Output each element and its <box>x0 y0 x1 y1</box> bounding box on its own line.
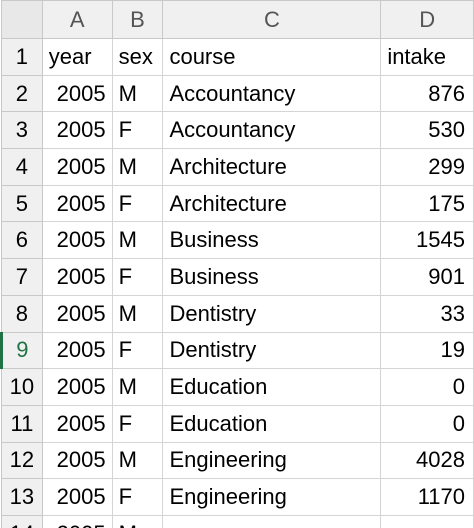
cell-year[interactable]: 2005 <box>41 111 113 150</box>
row-header[interactable]: 10 <box>1 368 43 406</box>
cell-intake[interactable]: 175 <box>380 184 474 223</box>
cell-intake[interactable]: 0 <box>380 368 474 406</box>
cell-course[interactable]: Business <box>162 258 382 296</box>
cell-sex[interactable]: M <box>111 74 164 113</box>
cell-intake[interactable]: 19 <box>380 331 474 370</box>
table-row: 4 2005 M Architecture 299 <box>1 148 474 186</box>
cell-sex[interactable]: F <box>111 258 164 296</box>
table-row: 6 2005 M Business 1545 <box>1 221 474 260</box>
cell-year[interactable]: 2005 <box>41 148 113 186</box>
table-row: 9 2005 F Dentistry 19 <box>0 331 474 370</box>
cell-intake[interactable]: 4028 <box>380 441 474 480</box>
cell-year[interactable]: 2005 <box>41 514 113 528</box>
cell[interactable]: course <box>162 38 382 76</box>
row-header[interactable]: 9 <box>0 331 43 370</box>
cell[interactable]: year <box>41 38 113 76</box>
cell-course[interactable] <box>162 514 382 528</box>
table-row: 11 2005 F Education 0 <box>1 404 474 443</box>
cell-sex[interactable]: F <box>111 111 164 150</box>
row-header[interactable]: 14 <box>1 514 43 528</box>
table-row: 13 2005 F Engineering 1170 <box>1 478 474 516</box>
cell-sex[interactable]: M <box>111 148 164 186</box>
cell-sex[interactable]: F <box>111 404 164 443</box>
table-row: 7 2005 F Business 901 <box>1 258 474 296</box>
cell-sex[interactable]: M <box>111 294 164 333</box>
column-header-b[interactable]: B <box>111 0 164 39</box>
cell-year[interactable]: 2005 <box>41 404 113 443</box>
cell[interactable]: intake <box>380 38 474 76</box>
cell-course[interactable]: Education <box>162 404 382 443</box>
table-row: 10 2005 M Education 0 <box>1 368 474 406</box>
row-header[interactable]: 12 <box>1 441 43 480</box>
cell-course[interactable]: Education <box>162 368 382 406</box>
row-header[interactable]: 11 <box>1 404 43 443</box>
row-header[interactable]: 7 <box>1 258 43 296</box>
cell-course[interactable]: Business <box>162 221 382 260</box>
table-row: 142005M <box>1 514 474 528</box>
row-header[interactable]: 13 <box>1 478 43 516</box>
cell[interactable]: sex <box>111 38 164 76</box>
row-header[interactable]: 5 <box>1 184 43 223</box>
column-header-c[interactable]: C <box>162 0 382 39</box>
table-row: 3 2005 F Accountancy 530 <box>1 111 474 150</box>
select-all-corner[interactable] <box>1 0 43 39</box>
cell-course[interactable]: Engineering <box>162 441 382 480</box>
cell-sex[interactable]: F <box>111 184 164 223</box>
column-header-a[interactable]: A <box>41 0 113 39</box>
cell-sex[interactable]: M <box>111 368 164 406</box>
cell-intake[interactable]: 1170 <box>380 478 474 516</box>
row-header[interactable]: 3 <box>1 111 43 150</box>
cell-year[interactable]: 2005 <box>41 184 113 223</box>
row-header[interactable]: 4 <box>1 148 43 186</box>
cell-year[interactable]: 2005 <box>41 478 113 516</box>
row-header[interactable]: 8 <box>1 294 43 333</box>
cell-course[interactable]: Architecture <box>162 184 382 223</box>
cell-course[interactable]: Accountancy <box>162 111 382 150</box>
cell-intake[interactable]: 876 <box>380 74 474 113</box>
column-header-row: A B C D <box>1 0 474 39</box>
table-row: 1 year sex course intake <box>1 38 474 76</box>
cell-year[interactable]: 2005 <box>41 258 113 296</box>
cell-sex[interactable]: M <box>111 514 164 528</box>
cell-sex[interactable]: M <box>111 441 164 480</box>
cell-intake[interactable]: 33 <box>380 294 474 333</box>
cell-intake[interactable]: 530 <box>380 111 474 150</box>
cell-year[interactable]: 2005 <box>41 368 113 406</box>
cell-intake[interactable] <box>380 514 474 528</box>
cell-course[interactable]: Engineering <box>162 478 382 516</box>
cell-sex[interactable]: M <box>111 221 164 260</box>
row-header[interactable]: 1 <box>1 38 43 76</box>
cell-course[interactable]: Dentistry <box>162 294 382 333</box>
table-row: 2 2005 M Accountancy 876 <box>1 74 474 113</box>
cell-year[interactable]: 2005 <box>41 441 113 480</box>
cell-intake[interactable]: 1545 <box>380 221 474 260</box>
table-row: 12 2005 M Engineering 4028 <box>1 441 474 480</box>
cell-sex[interactable]: F <box>111 331 164 370</box>
cell-course[interactable]: Accountancy <box>162 74 382 113</box>
column-header-d[interactable]: D <box>380 0 474 39</box>
cell-course[interactable]: Architecture <box>162 148 382 186</box>
table-row: 8 2005 M Dentistry 33 <box>1 294 474 333</box>
cell-year[interactable]: 2005 <box>41 74 113 113</box>
table-row: 5 2005 F Architecture 175 <box>1 184 474 223</box>
cell-intake[interactable]: 299 <box>380 148 474 186</box>
row-header[interactable]: 2 <box>1 74 43 113</box>
cell-year[interactable]: 2005 <box>41 221 113 260</box>
cell-sex[interactable]: F <box>111 478 164 516</box>
cell-course[interactable]: Dentistry <box>162 331 382 370</box>
row-header[interactable]: 6 <box>1 221 43 260</box>
cell-year[interactable]: 2005 <box>41 331 113 370</box>
cell-intake[interactable]: 0 <box>380 404 474 443</box>
cell-year[interactable]: 2005 <box>41 294 113 333</box>
cell-intake[interactable]: 901 <box>380 258 474 296</box>
